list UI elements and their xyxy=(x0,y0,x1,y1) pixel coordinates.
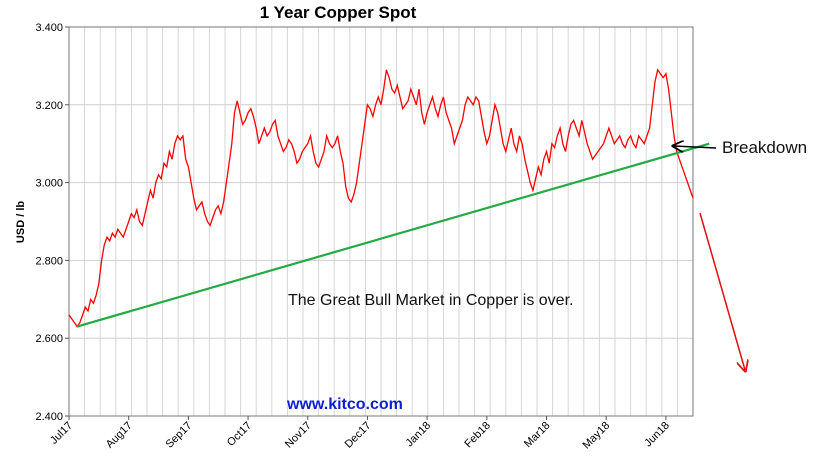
plot-frame xyxy=(68,26,694,417)
y-tick-label: 2.400 xyxy=(35,411,63,423)
x-tick-label: Jan18 xyxy=(404,420,434,450)
x-tick-label: Aug17 xyxy=(104,420,135,451)
downtrend-arrow xyxy=(699,212,745,370)
y-tick-label: 2.800 xyxy=(35,255,63,267)
x-tick-label: Mar18 xyxy=(522,420,553,451)
x-tick-label: Nov17 xyxy=(283,420,314,451)
x-tick-label: Feb18 xyxy=(462,420,493,451)
y-tick-label: 3.400 xyxy=(35,22,63,34)
x-tick-label: Oct17 xyxy=(225,420,254,449)
chart-title: 1 Year Copper Spot xyxy=(260,3,417,22)
breakdown-label: Breakdown xyxy=(722,138,807,157)
y-tick-label: 2.600 xyxy=(35,333,63,345)
x-tick-label: Sep17 xyxy=(164,420,195,451)
x-tick-label: May18 xyxy=(580,420,612,452)
x-tick-label: Jun18 xyxy=(642,420,672,450)
x-tick-label: Dec17 xyxy=(343,420,374,451)
copper-price-series xyxy=(68,68,694,328)
source-url: www.kitco.com xyxy=(286,396,403,413)
y-tick-label: 3.200 xyxy=(35,100,63,112)
plot-grid xyxy=(68,26,694,417)
x-axis-ticks: Jul17 Aug17 Sep17 Oct17 Nov17 Dec17 Jan18 Feb18… xyxy=(48,416,672,451)
trendline xyxy=(76,142,710,328)
y-axis-ticks: 3.400 3.200 3.000 2.800 2.600 2.400 xyxy=(35,22,69,423)
market-note: The Great Bull Market in Copper is over. xyxy=(288,292,573,309)
x-tick-label: Jul17 xyxy=(48,420,75,447)
y-tick-label: 3.000 xyxy=(35,178,63,190)
y-axis-label: USD / lb xyxy=(15,201,27,243)
breakdown-arrow xyxy=(674,146,717,148)
